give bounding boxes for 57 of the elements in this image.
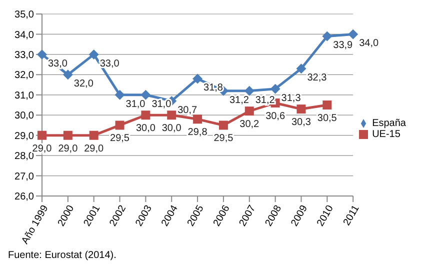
y-tick-label: 30,0	[14, 110, 34, 122]
point	[37, 49, 47, 60]
data-label: 29,0	[32, 143, 52, 154]
y-tick-label: 35,0	[14, 10, 34, 21]
point	[244, 106, 254, 116]
data-label: 31,2	[229, 94, 250, 106]
y-tick-label: 27,0	[14, 171, 34, 182]
data-label: 32,3	[307, 72, 328, 84]
data-label: 34,0	[359, 38, 379, 50]
point	[167, 110, 176, 120]
legend-label: UE-15	[372, 129, 400, 140]
y-tick-label: 32,0	[14, 70, 34, 82]
point	[141, 110, 150, 120]
data-label: 29,8	[188, 127, 208, 138]
data-label: 32,0	[74, 78, 94, 90]
data-label: 29,0	[84, 143, 104, 154]
point	[115, 120, 124, 130]
y-tick-label: 28,0	[14, 151, 34, 162]
legend-label: España	[372, 118, 406, 129]
y-tick-label: 34,0	[14, 30, 34, 41]
data-label: 30,0	[136, 123, 156, 134]
point	[140, 90, 151, 100]
data-label: 33,9	[333, 40, 354, 52]
data-label: 31,0	[152, 98, 172, 110]
point	[270, 84, 280, 94]
point	[218, 120, 228, 130]
point	[89, 130, 98, 140]
data-label: 29,0	[58, 143, 78, 154]
data-label: 29,5	[214, 133, 234, 144]
point	[193, 114, 202, 124]
data-label: 30,3	[291, 117, 312, 128]
data-label: 31,3	[281, 92, 302, 104]
y-tick-label: 33,0	[14, 50, 34, 61]
point	[244, 86, 254, 96]
data-label: 30,5	[317, 113, 338, 124]
data-label: 30,6	[266, 110, 286, 122]
point	[114, 90, 125, 100]
point	[296, 64, 306, 74]
point	[192, 74, 203, 84]
data-label: 30,0	[162, 123, 182, 134]
data-label: 33,0	[100, 58, 120, 70]
point	[63, 130, 72, 140]
point	[322, 31, 332, 42]
y-tick-label: 26,0	[14, 192, 34, 203]
point	[62, 70, 73, 80]
data-label: 29,5	[110, 133, 130, 144]
point	[322, 100, 332, 110]
data-label: 30,7	[178, 104, 198, 116]
data-label: 30,2	[240, 119, 260, 130]
source-note: Fuente: Eurostat (2014).	[8, 250, 118, 261]
point	[348, 29, 358, 40]
point	[88, 49, 99, 60]
point	[296, 104, 306, 114]
point	[38, 130, 46, 140]
y-tick-label: 29,0	[14, 130, 34, 142]
y-tick-label: 31,0	[14, 90, 34, 102]
data-label: 31,0	[126, 98, 146, 110]
